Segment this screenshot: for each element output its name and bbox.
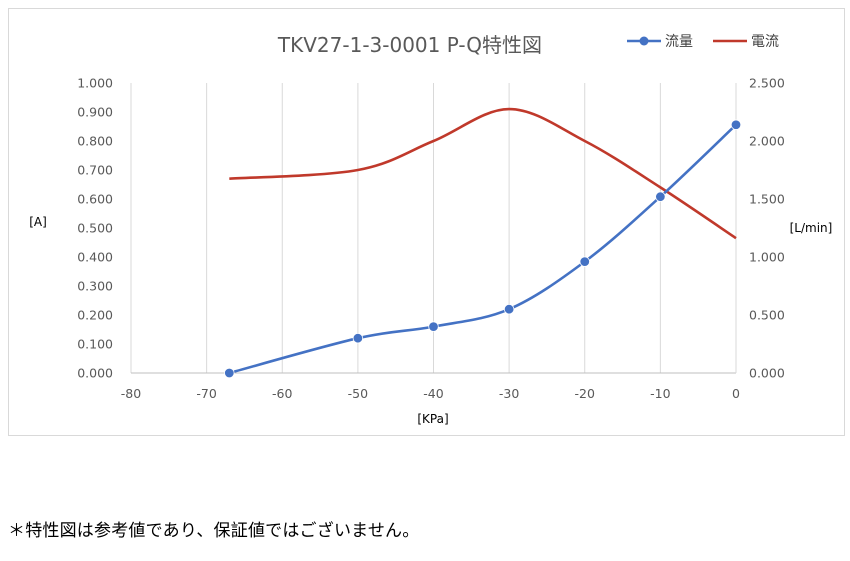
- y-left-tick-label: 0.300: [77, 279, 113, 294]
- flow-data-point: [352, 333, 364, 344]
- flow-data-point: [579, 256, 590, 267]
- x-tick-label: -50: [348, 386, 368, 401]
- y-left-tick-label: 0.000: [77, 366, 113, 381]
- flow-data-point: [730, 119, 742, 130]
- legend-flow-label: 流量: [665, 34, 693, 50]
- flow-data-point: [655, 191, 666, 202]
- chart-frame: [8, 8, 845, 436]
- flow-data-point: [224, 367, 235, 379]
- y-left-tick-label: 0.800: [77, 134, 113, 149]
- y-right-tick-label: 2.500: [749, 76, 785, 91]
- y-left-tick-label: 0.100: [77, 337, 113, 352]
- y-right-tick-label: 1.000: [749, 250, 785, 265]
- axes: -80 -70 -60 -50 -40 -30 -20 -10 0 0.000 0.100 0.200…: [77, 76, 785, 402]
- legend: 流量 電流: [627, 34, 779, 50]
- x-tick-label: -60: [272, 386, 292, 401]
- x-tick-label: -80: [121, 386, 141, 401]
- legend-current-label: 電流: [751, 34, 779, 50]
- flow-data-point: [503, 304, 515, 315]
- y-left-tick-label: 0.600: [77, 192, 113, 207]
- series-layer: [224, 107, 742, 379]
- x-tick-label: -20: [575, 386, 595, 401]
- y-right-tick-label: 0.500: [749, 308, 785, 323]
- y-left-tick-label: 0.500: [77, 221, 113, 236]
- x-tick-label: -40: [423, 386, 443, 401]
- y-left-tick-label: 0.200: [77, 308, 113, 323]
- y-left-axis-label: [A]: [29, 215, 47, 229]
- chart-title: TKV27-1-3-0001 P-Q特性図: [277, 33, 542, 57]
- flow-data-point: [428, 321, 439, 332]
- y-left-tick-label: 1.000: [77, 76, 113, 91]
- y-right-tick-label: 2.000: [749, 134, 785, 149]
- y-left-tick-label: 0.400: [77, 250, 113, 265]
- y-left-tick-label: 0.700: [77, 163, 113, 178]
- y-right-axis-label: [L/min]: [790, 221, 833, 235]
- legend-flow-marker: [639, 36, 649, 46]
- y-left-tick-label: 0.900: [77, 105, 113, 120]
- current-series-line: [229, 107, 737, 240]
- y-right-tick-label: 0.000: [749, 366, 785, 381]
- x-tick-label: -30: [499, 386, 519, 401]
- x-axis-label: [KPa]: [417, 412, 448, 426]
- y-right-tick-label: 1.500: [749, 192, 785, 207]
- disclaimer-note: ＊特性図は参考値であり、保証値ではございません。: [8, 521, 420, 541]
- x-tick-label: -10: [650, 386, 670, 401]
- x-tick-label: 0: [732, 386, 740, 401]
- x-tick-label: -70: [196, 386, 216, 401]
